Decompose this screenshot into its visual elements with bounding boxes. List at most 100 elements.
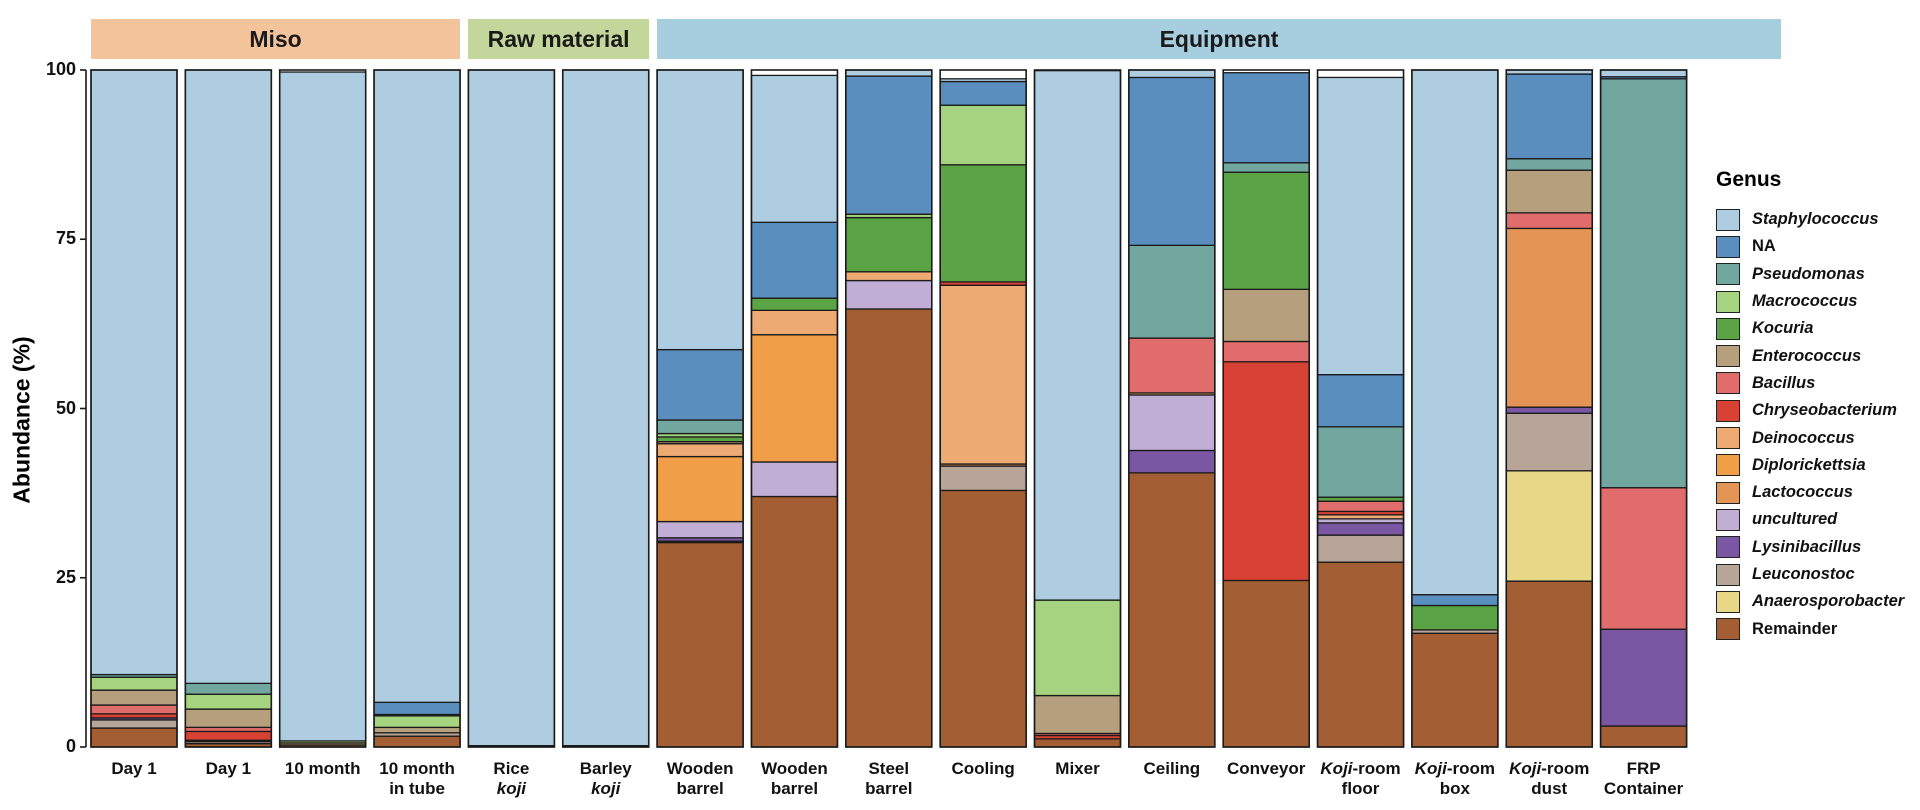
bar-segment-enterococcus (184, 708, 273, 729)
bar-4 (373, 69, 461, 748)
bar-segment-staphylococcus (373, 69, 461, 703)
legend-swatch (1716, 235, 1740, 258)
legend-label: Diplorickettsia (1752, 455, 1866, 474)
bar-segment-pseudomonas (184, 682, 273, 695)
x-tick-label: Day 1 (111, 759, 157, 778)
bar-segment-remainder (939, 489, 1027, 748)
bar-segment-deinococcus (750, 309, 839, 336)
bar-segment-uncultured (845, 279, 933, 310)
bar-segment-macrococcus (939, 104, 1027, 166)
bar-segment-staphylococcus (562, 69, 650, 747)
bar-outline (561, 69, 650, 748)
x-tick-label: 10 month (284, 759, 361, 778)
y-tick-label: 50 (55, 397, 76, 418)
bar-segment-deinococcus (845, 271, 933, 282)
bar-13 (1222, 69, 1310, 748)
bar-segment-deinococcus (939, 284, 1027, 465)
bar-segment-bacillus (1599, 487, 1688, 630)
group-band-raw-material: Raw material (468, 19, 649, 59)
legend-swatch (1716, 481, 1740, 504)
bar-segment-na (845, 75, 933, 215)
bar-segment-kocuria (656, 436, 744, 443)
legend-item: Diplorickettsia (1716, 452, 1904, 479)
bar-segment-pseudomonas (1316, 426, 1405, 498)
bar-segment-staphylococcus (845, 69, 933, 77)
legend-swatch (1716, 372, 1740, 395)
bar-16 (1505, 69, 1594, 748)
bar-outline (1222, 69, 1310, 748)
legend-swatch (1716, 563, 1740, 586)
bar-8 (750, 69, 839, 748)
legend-label: Leuconostoc (1752, 565, 1855, 583)
y-axis-title: Abundance (%) (8, 336, 35, 504)
bar-segment-na (1411, 594, 1499, 607)
bar-segment-remainder (90, 727, 178, 748)
bar-12 (1128, 69, 1216, 748)
bar-segment-leuconostoc (1316, 534, 1405, 563)
bar-segment-remainder (373, 735, 461, 748)
legend-swatch (1716, 536, 1740, 559)
bar-segment-staphylococcus (279, 71, 367, 742)
bar-segment-kocuria (1411, 604, 1499, 631)
legend-item: Macrococcus (1716, 288, 1904, 315)
bar-segment-enterococcus (373, 726, 461, 734)
bar-segment-pseudomonas (1222, 162, 1310, 173)
bar-segment-staphylococcus (90, 69, 178, 676)
bar-segment-bacillus (90, 704, 178, 715)
bar-segment-enterococcus (1222, 288, 1310, 343)
bar-segment-na (939, 80, 1027, 106)
legend-label: Chryseobacterium (1752, 401, 1897, 420)
bar-segment-bacillus (1222, 340, 1310, 363)
bar-segment-staphylococcus (656, 69, 744, 351)
bar-outline (1033, 69, 1122, 748)
bar-segment-macrococcus (373, 715, 461, 729)
bar-outline (1128, 69, 1216, 748)
legend-label: Kocuria (1752, 319, 1814, 338)
bar-segment-kocuria (1222, 171, 1310, 290)
bar-segment-remainder (1128, 472, 1216, 748)
bar-segment-diplorickettsia (750, 334, 839, 463)
bar-segment-na (1222, 72, 1310, 164)
y-axis (80, 69, 87, 748)
bar-segment-remainder (1316, 561, 1405, 748)
bar-outline (844, 69, 933, 748)
y-tick-label: 75 (55, 228, 76, 249)
bar-segment-deinococcus (656, 443, 744, 458)
bar-segment-staphylococcus (1128, 69, 1216, 79)
legend-item: Chryseobacterium (1716, 397, 1904, 424)
bar-segment-remainder (1411, 632, 1499, 748)
legend-item: NA (1716, 233, 1904, 260)
legend-swatch (1716, 208, 1740, 231)
legend-swatch (1716, 618, 1740, 641)
legend-label: Anaerosporobacter (1752, 592, 1905, 611)
x-tick-label: Day 1 (205, 759, 252, 778)
bar-segment-diplorickettsia (656, 455, 744, 523)
bar-7 (656, 69, 744, 748)
bar-segment-remainder (1505, 580, 1593, 748)
bar-11 (1033, 69, 1122, 748)
bar-segment-lysinibacillus (1316, 522, 1405, 536)
legend-item: Lysinibacillus (1716, 534, 1904, 561)
legend-swatch (1716, 263, 1740, 286)
legend-swatch (1716, 317, 1740, 340)
group-band-miso: Miso (91, 19, 461, 59)
bar-outline (656, 69, 744, 748)
x-tick-label: FRP Container (1603, 759, 1684, 798)
bar-segment-lysinibacillus (1505, 406, 1593, 414)
bar-segment-pseudomonas (656, 419, 744, 435)
legend-swatch (1716, 290, 1740, 313)
bar-segment-staphylococcus (750, 74, 839, 223)
bar-segment-macrococcus (1033, 599, 1122, 697)
legend-item: uncultured (1716, 506, 1904, 533)
legend-item: Staphylococcus (1716, 206, 1904, 233)
bar-15 (1411, 69, 1499, 748)
bar-segment-enterococcus (1033, 694, 1122, 735)
bar-segment-kocuria (845, 216, 933, 273)
legend-swatch (1716, 454, 1740, 477)
legend-item: Leuconostoc (1716, 561, 1904, 588)
bar-segment-macrococcus (90, 676, 178, 691)
legend-swatch (1716, 427, 1740, 450)
bar-10 (939, 69, 1027, 748)
legend-label: Remainder (1752, 619, 1838, 638)
legend-label: uncultured (1752, 510, 1838, 529)
